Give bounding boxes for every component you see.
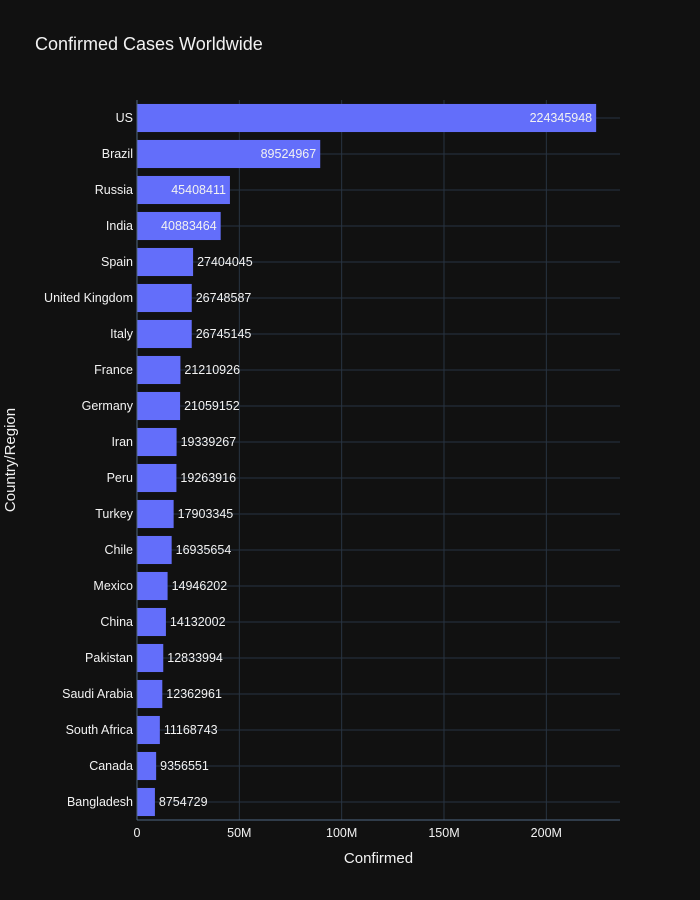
y-tick-label: Peru [107,471,133,485]
bar [137,571,168,601]
bar [137,103,597,133]
y-tick-label: United Kingdom [44,291,133,305]
y-tick-label: Mexico [93,579,133,593]
bar [137,355,181,385]
bar-value-label: 224345948 [530,111,593,125]
y-tick-label: Turkey [95,507,133,521]
x-tick-label: 50M [227,826,251,840]
bar [137,427,177,457]
bar-value-label: 45408411 [171,183,226,197]
bar-value-label: 26748587 [196,291,252,305]
x-tick-label: 150M [428,826,459,840]
bar [137,319,192,349]
bar [137,679,163,709]
y-tick-label: Iran [111,435,133,449]
bar-value-label: 89524967 [261,147,317,161]
bar-value-label: 21059152 [184,399,240,413]
x-axis-title: Confirmed [344,850,413,867]
bar-value-label: 21210926 [184,363,240,377]
y-tick-label: India [106,219,133,233]
y-tick-label: Spain [101,255,133,269]
y-tick-label: France [94,363,133,377]
bar [137,283,192,313]
bar-value-label: 27404045 [197,255,253,269]
y-tick-label: Chile [105,543,134,557]
y-tick-label: Bangladesh [67,795,133,809]
y-tick-label: Russia [95,183,133,197]
y-tick-label: China [100,615,133,629]
bar [137,607,166,637]
y-tick-label: Brazil [102,147,133,161]
y-axis-title: Country/Region [2,408,19,512]
bar-value-label: 8754729 [159,795,208,809]
bar [137,751,157,781]
bar-value-label: 14132002 [170,615,226,629]
chart-title: Confirmed Cases Worldwide [35,34,263,54]
bar [137,787,155,817]
x-tick-label: 200M [531,826,562,840]
bar [137,211,221,241]
bar-value-label: 12362961 [166,687,222,701]
bar-value-label: 11168743 [164,723,218,737]
y-tick-label: South Africa [66,723,133,737]
bar-value-label: 17903345 [178,507,234,521]
bar [137,463,177,493]
bar-value-label: 40883464 [161,219,217,233]
bar-value-label: 9356551 [160,759,209,773]
bar [137,499,174,529]
bar-value-label: 16935654 [176,543,232,557]
y-tick-label: Canada [89,759,133,773]
bar-value-label: 19339267 [181,435,237,449]
bar [137,391,181,421]
bar [137,643,164,673]
bar-value-label: 19263916 [180,471,236,485]
y-tick-label: Italy [110,327,134,341]
bar [137,715,160,745]
bar-value-label: 26745145 [196,327,252,341]
bar [137,139,321,169]
y-tick-label: US [116,111,133,125]
y-tick-label: Pakistan [85,651,133,665]
bar [137,175,230,205]
bar-value-label: 12833994 [167,651,223,665]
x-tick-label: 100M [326,826,357,840]
bar-value-label: 14946202 [172,579,228,593]
x-tick-label: 0 [134,826,141,840]
bar [137,247,194,277]
bar [137,535,172,565]
y-tick-label: Germany [82,399,134,413]
y-tick-label: Saudi Arabia [62,687,133,701]
